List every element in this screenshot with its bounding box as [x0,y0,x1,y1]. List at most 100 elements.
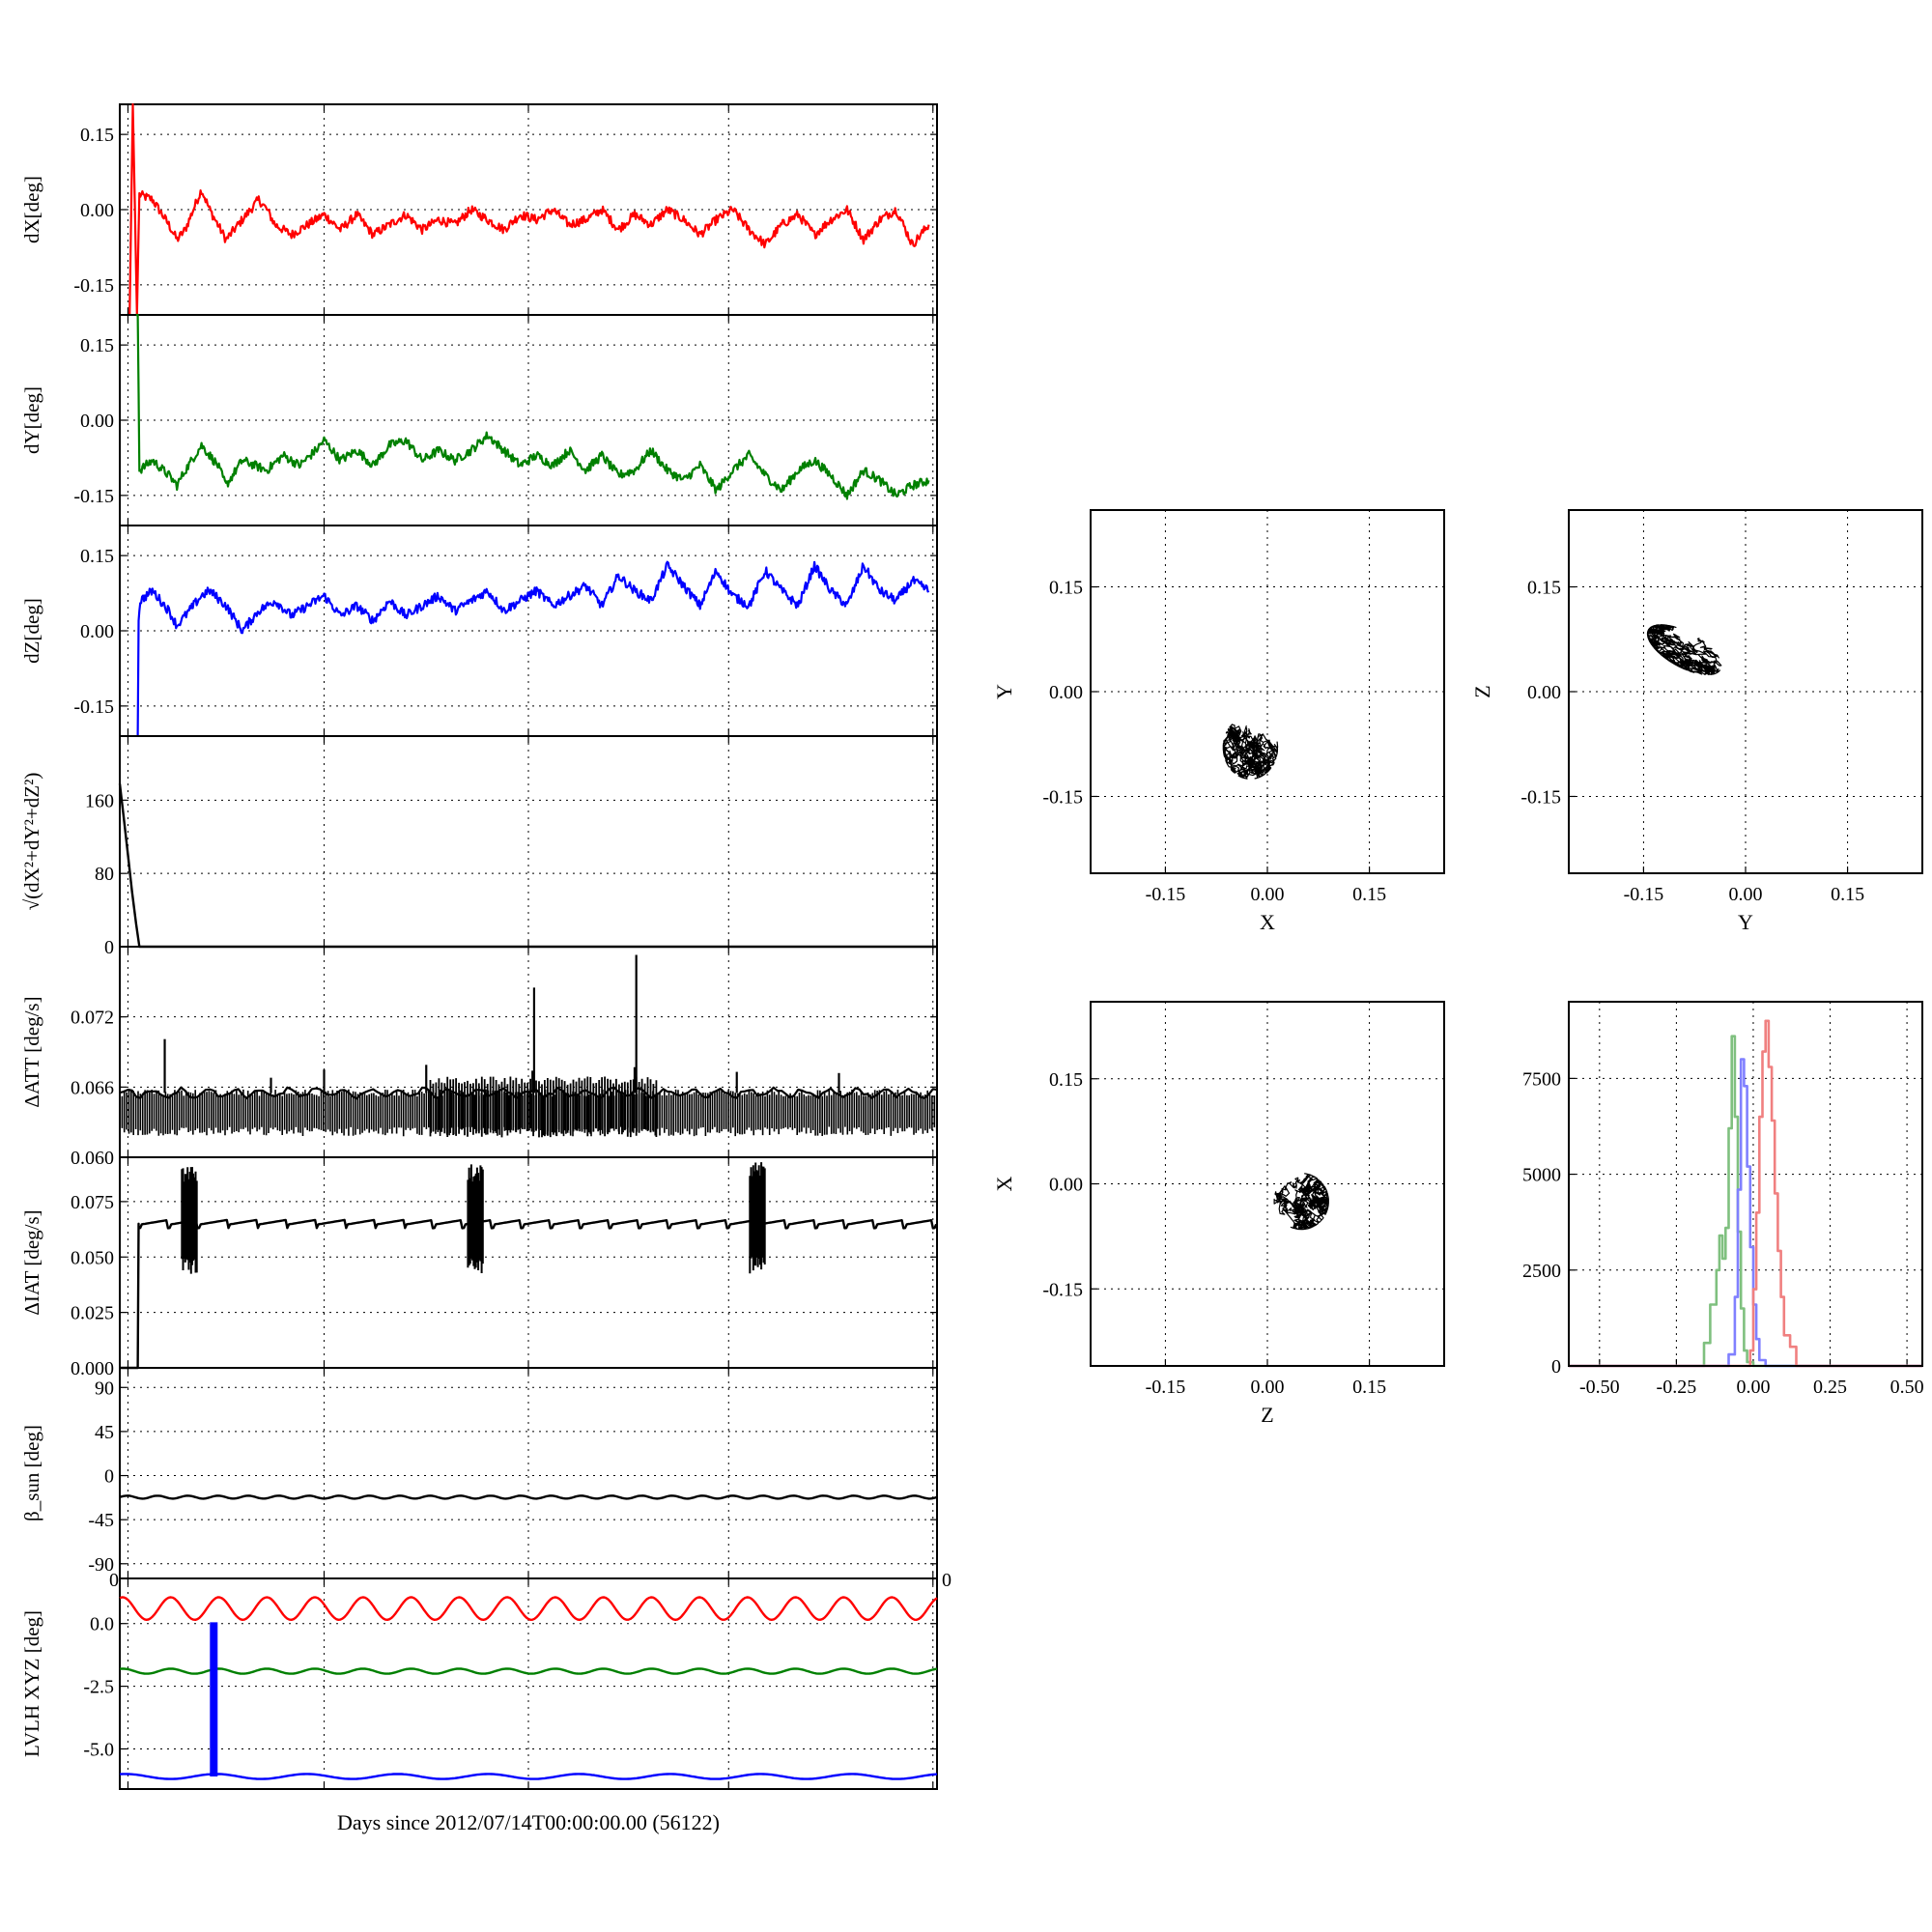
hist-series-line [1569,1019,1922,1368]
xy-ytick-label: 0.00 [1049,682,1083,703]
yz-ytick-label: 0.15 [1527,578,1561,599]
hist-xtick-label: 0.25 [1813,1377,1847,1398]
beta-ytick-label: 0 [104,1466,114,1488]
datt-ytick-label: 0.072 [71,1008,114,1029]
lvlh-ytick-label: -5.0 [83,1739,114,1760]
zx-xtick-label: -0.15 [1146,1377,1186,1398]
zx-frame [1090,1001,1445,1367]
dz-ylabel: dZ[deg] [20,598,43,664]
xy-xtick-label: -0.15 [1146,884,1186,905]
hist-series-line [1569,1035,1922,1368]
panel-zx: -0.15 -0.15 0.00 0.00 0.15 0.15 Z X [992,1001,1445,1427]
lvlh-top-label: 0 [109,1570,119,1591]
zx-ytick-label: 0.00 [1049,1175,1083,1196]
zx-scatter-trace [1273,1173,1329,1231]
yz-xtick-label: 0.00 [1729,884,1763,905]
norm-frame [119,735,938,948]
dx-ylabel: dX[deg] [20,176,43,243]
zx-ylabel: X [992,1176,1016,1191]
dz-ytick-label: 0.15 [80,546,114,567]
hist-xtick-label: 0.00 [1736,1377,1770,1398]
lvlh-frame [119,1577,938,1790]
hist-ytick-label: 5000 [1522,1165,1561,1186]
lvlh-series-line [119,1596,938,1622]
dx-ytick-label: -0.15 [73,275,114,297]
panel-dz: 0.15 0.00 -0.15 dZ[deg] [20,525,938,737]
datt-dense-band [429,1076,658,1138]
dy-series-line [135,313,930,500]
xy-xlabel: X [1260,910,1275,934]
dz-series-line [136,560,930,737]
yz-xlabel: Y [1738,910,1753,934]
diat-burst [181,1167,198,1274]
panel-diat: 0.075 0.050 0.025 0.000 ΔIAT [deg/s] [20,1156,938,1379]
zx-ytick-label: 0.15 [1049,1069,1083,1091]
hist-xtick-label: -0.50 [1579,1377,1620,1398]
lvlh-series-line [119,1667,938,1675]
beta-ytick-label: 45 [95,1422,114,1443]
diat-ytick-label: 0.075 [71,1192,114,1213]
hist-xtick-label: -0.25 [1657,1377,1697,1398]
xy-ytick-label: -0.15 [1042,786,1083,808]
datt-ylabel: ΔATT [deg/s] [20,996,43,1107]
beta-ylabel: β_sun [deg] [20,1425,43,1521]
lvlh-ytick-label: 0.0 [90,1614,114,1635]
dz-ytick-label: 0.00 [80,621,114,642]
hist-frame [1568,1001,1923,1367]
norm-ytick-label: 80 [95,864,114,885]
xy-ytick-label: 0.15 [1049,578,1083,599]
panel-dy: 0.15 0.00 -0.15 dY[deg] [20,313,938,526]
yz-frame [1568,509,1923,874]
datt-ytick-label: 0.060 [71,1148,114,1169]
diat-ytick-label: 0.050 [71,1247,114,1268]
beta-ytick-label: -90 [88,1554,114,1576]
yz-xtick-label: -0.15 [1624,884,1664,905]
zx-xtick-label: 0.00 [1251,1377,1285,1398]
yz-ytick-label: 0.00 [1527,682,1561,703]
hist-xtick-label: 0.50 [1890,1377,1924,1398]
diat-ytick-label: 0.000 [71,1358,114,1379]
diat-ylabel: ΔIAT [deg/s] [20,1209,43,1315]
panel-yz: -0.15 -0.15 0.00 0.00 0.15 0.15 Y Z [1470,509,1923,934]
panel-lvlh: 0.0 -2.5 -5.0 LVLH XYZ [deg] 0 0 [20,1570,952,1790]
panel-xy: -0.15 -0.15 0.00 0.00 0.15 0.15 X Y [992,509,1445,934]
dy-ytick-label: 0.15 [80,335,114,356]
xy-frame [1090,509,1445,874]
diat-series-line [120,1218,938,1370]
dx-ytick-label: 0.00 [80,200,114,221]
hist-ytick-label: 0 [1551,1356,1561,1378]
dz-ytick-label: -0.15 [73,696,114,718]
xy-scatter-trace [1222,724,1279,780]
zx-ytick-label: -0.15 [1042,1279,1083,1300]
beta-frame [119,1367,938,1579]
panel-datt: 0.072 0.066 0.060 ΔATT [deg/s] [20,946,938,1169]
xy-xtick-label: 0.15 [1352,884,1386,905]
hist-series-line [1569,1058,1922,1368]
lvlh-ytick-label: -2.5 [83,1677,114,1698]
diat-frame [119,1156,938,1369]
panel-hist: -0.50 -0.25 0.00 0.25 0.50 7500 5000 2500 0 [1522,1001,1924,1398]
norm-ytick-label: 160 [85,790,114,811]
lvlh-ylabel: LVLH XYZ [deg] [20,1610,43,1757]
yz-scatter-trace [1646,624,1722,676]
norm-ylabel: √(dX²+dY²+dZ²) [20,773,43,911]
hist-ytick-label: 7500 [1522,1068,1561,1090]
dy-ytick-label: -0.15 [73,486,114,507]
lvlh-series-line [119,1773,938,1780]
zx-xtick-label: 0.15 [1352,1377,1386,1398]
dx-ytick-label: 0.15 [80,125,114,146]
norm-ytick-label: 0 [104,937,114,958]
datt-ytick-label: 0.066 [71,1077,114,1098]
lvlh-top-label: 0 [942,1570,952,1591]
dy-ylabel: dY[deg] [20,386,43,454]
beta-ytick-label: 90 [95,1378,114,1399]
panel-beta: 90 45 0 -45 -90 β_sun [deg] [20,1367,938,1579]
zx-xlabel: Z [1261,1403,1273,1427]
diat-burst [749,1162,766,1274]
diat-burst [467,1164,484,1273]
xy-xtick-label: 0.00 [1251,884,1285,905]
x-axis-title: Days since 2012/07/14T00:00:00.00 (56122… [337,1810,720,1834]
beta-ytick-label: -45 [88,1510,114,1531]
panel-dx: 0.15 0.00 -0.15 dX[deg] [20,102,938,317]
